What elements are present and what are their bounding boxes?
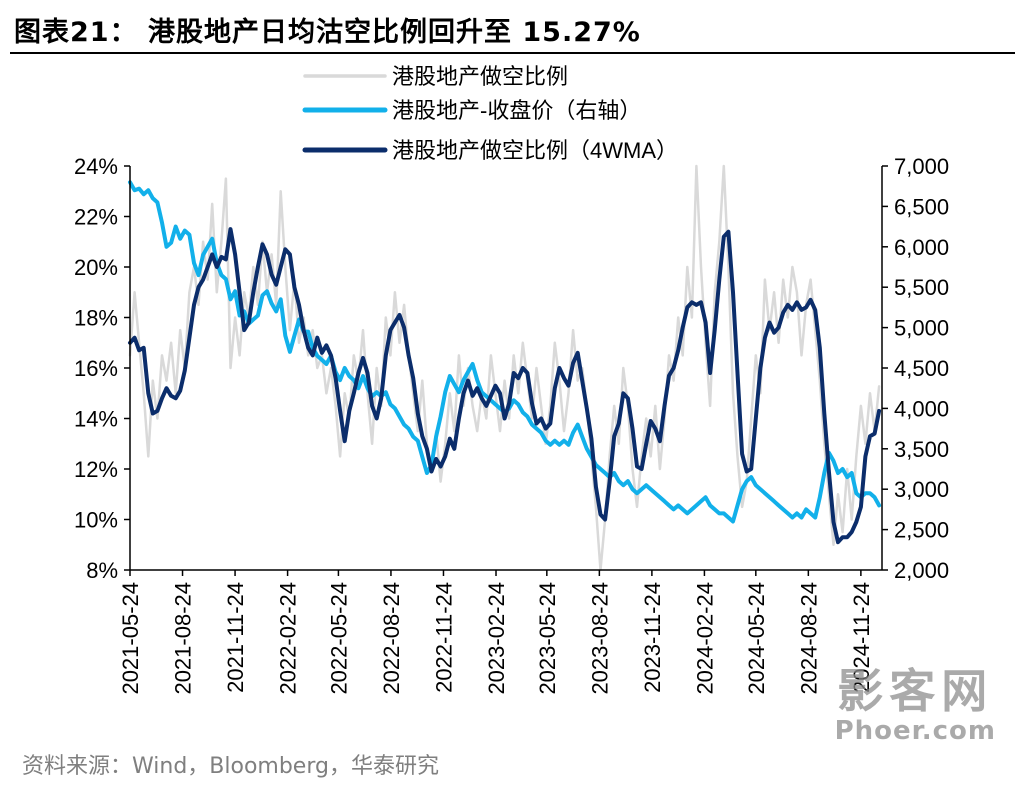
x-tick-label: 2023-02-24 [484, 582, 509, 695]
y-right-tick-label: 4,500 [894, 356, 949, 381]
watermark-cn: 影客网 [837, 664, 994, 718]
y-left-tick-label: 14% [74, 407, 118, 432]
x-tick-label: 2022-02-24 [276, 582, 301, 695]
series-line-1 [128, 164, 881, 572]
y-right-tick-label: 2,500 [894, 518, 949, 543]
x-tick-label: 2022-05-24 [326, 582, 351, 695]
x-tick-label: 2022-11-24 [431, 582, 456, 693]
x-tick-label: 2024-05-24 [744, 582, 769, 695]
y-right-tick-label: 5,500 [894, 275, 949, 300]
x-tick-label: 2021-08-24 [171, 582, 196, 695]
x-tick-label: 2023-08-24 [587, 582, 612, 695]
y-right-tick-label: 7,000 [894, 154, 949, 179]
watermark-en: Phoer.com [834, 716, 996, 746]
legend-label-2: 港股地产-收盘价（右轴） [392, 98, 641, 123]
y-right-tick-label: 3,500 [894, 437, 949, 462]
y-right-tick-label: 6,500 [894, 194, 949, 219]
x-tick-label: 2023-05-24 [535, 582, 560, 695]
y-left-tick-label: 10% [74, 508, 118, 533]
x-tick-label: 2021-11-24 [223, 582, 248, 693]
source-note: 资料来源：Wind，Bloomberg，华泰研究 [22, 754, 439, 779]
x-tick-label: 2024-02-24 [692, 582, 717, 695]
title-divider [10, 52, 1015, 54]
series-line-3 [128, 227, 882, 545]
y-left-tick-label: 16% [74, 356, 118, 381]
y-right-tick-label: 6,000 [894, 235, 949, 260]
y-right-tick-label: 4,000 [894, 396, 949, 421]
y-left-tick-label: 12% [74, 457, 118, 482]
legend-label-3: 港股地产做空比例（4WMA） [392, 138, 678, 163]
y-left-tick-label: 8% [86, 558, 118, 583]
series-line-2 [128, 180, 882, 524]
y-left-tick-label: 22% [74, 205, 118, 230]
x-tick-label: 2021-05-24 [118, 582, 143, 695]
x-tick-label: 2023-11-24 [640, 582, 665, 693]
y-left-tick-label: 20% [74, 255, 118, 280]
watermark-logo: 影客网 Phoer.com [835, 668, 996, 744]
x-tick-label: 2024-11-24 [849, 582, 874, 693]
legend-label-1: 港股地产做空比例 [392, 64, 568, 89]
y-right-tick-label: 5,000 [894, 316, 949, 341]
x-tick-label: 2022-08-24 [379, 582, 404, 695]
y-left-tick-label: 18% [74, 306, 118, 331]
y-right-tick-label: 2,000 [894, 558, 949, 583]
y-left-tick-label: 24% [74, 154, 118, 179]
x-tick-label: 2024-08-24 [796, 582, 821, 695]
y-right-tick-label: 3,000 [894, 477, 949, 502]
figure-title: 图表21： 港股地产日均沽空比例回升至 15.27% [14, 17, 641, 48]
